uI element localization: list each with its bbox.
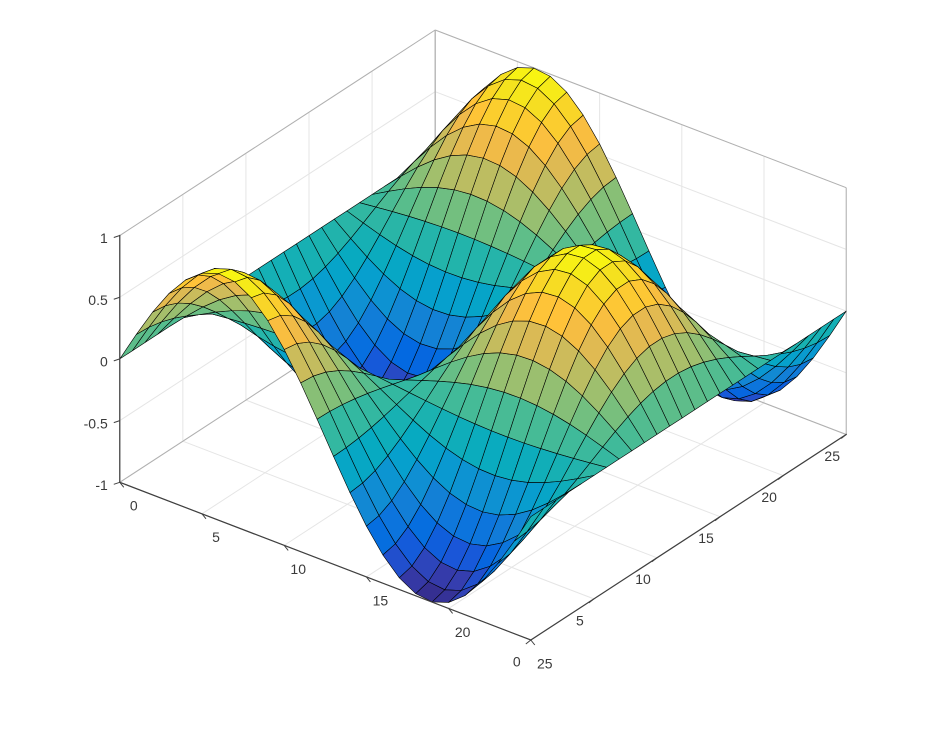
tick-label: 20 [455,624,471,640]
tick-label: -1 [95,477,108,493]
tick-label: 0.5 [88,292,108,308]
tick-label: 5 [576,612,584,628]
tick-label: -0.5 [84,415,108,431]
tick-label: 0 [130,498,138,514]
tick-label: 10 [635,571,651,587]
tick-label: 5 [212,529,220,545]
tick-label: 25 [537,655,553,671]
surface-plot-3d[interactable]: 0 5 10 15 20 25 0 5 10 15 20 25 -1 -0.5 0 0.5 1 [0,0,936,730]
tick-label: 15 [373,592,389,608]
tick-label: 0 [513,653,521,669]
tick-label: 1 [100,230,108,246]
tick-label: 0 [100,354,108,370]
tick-label: 10 [290,561,306,577]
tick-label: 25 [824,448,840,464]
tick-label: 15 [698,530,714,546]
tick-label: 20 [761,489,777,505]
